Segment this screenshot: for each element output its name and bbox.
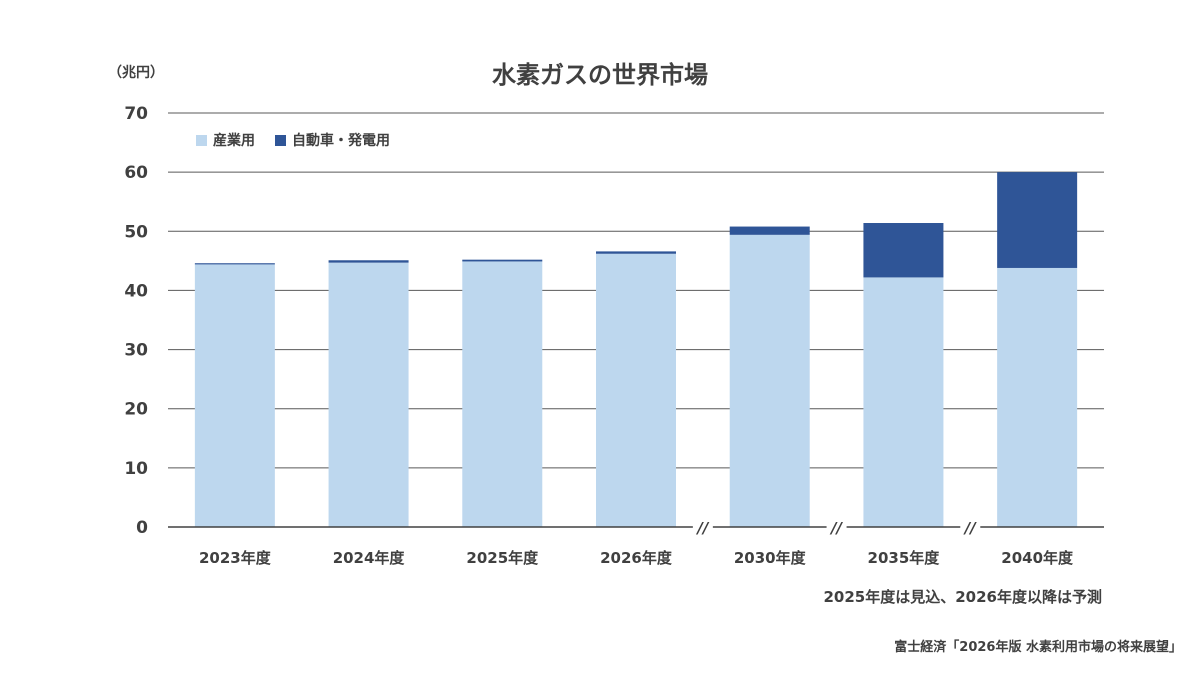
x-tick-label-5: 2035年度 (868, 549, 941, 567)
bar-industrial-4 (729, 234, 810, 527)
y-tick-label-0: 0 (136, 518, 148, 538)
legend-label-1: 自動車・発電用 (292, 132, 390, 149)
y-axis-unit: （兆円） (108, 65, 164, 81)
bar-auto-power-2 (462, 259, 543, 262)
y-tick-label-20: 20 (124, 400, 148, 420)
axis-break-gap-0 (692, 521, 713, 533)
bar-auto-power-5 (863, 223, 944, 278)
axis-break-gap-1 (826, 521, 847, 533)
bar-industrial-6 (997, 267, 1078, 527)
y-tick-label-50: 50 (124, 222, 148, 242)
x-tick-label-4: 2030年度 (734, 549, 807, 567)
bar-auto-power-1 (328, 260, 409, 263)
forecast-note: 2025年度は見込、2026年度以降は予測 (823, 588, 1103, 606)
axis-break-mark-0: // (695, 519, 709, 537)
axis-break-gap-2 (960, 521, 981, 533)
bar-industrial-3 (596, 253, 676, 527)
bar-auto-power-4 (729, 226, 810, 235)
legend-swatch-0 (196, 135, 207, 146)
x-tick-label-3: 2026年度 (600, 549, 673, 567)
axis-break-mark-2: // (963, 519, 977, 537)
bar-industrial-1 (328, 262, 409, 527)
x-tick-label-0: 2023年度 (199, 549, 272, 567)
bar-auto-power-3 (596, 251, 676, 254)
x-tick-label-2: 2025年度 (466, 549, 539, 567)
axis-break-mark-1: // (829, 519, 843, 537)
x-tick-label-6: 2040年度 (1001, 549, 1074, 567)
y-tick-label-30: 30 (124, 341, 148, 361)
bar-auto-power-6 (997, 172, 1078, 268)
bar-industrial-0 (194, 264, 275, 527)
bar-auto-power-0 (194, 263, 275, 265)
bar-industrial-5 (863, 277, 944, 527)
y-tick-label-60: 60 (124, 163, 148, 183)
y-tick-label-70: 70 (124, 104, 148, 124)
y-tick-label-10: 10 (124, 459, 148, 479)
chart-title: 水素ガスの世界市場 (492, 61, 708, 89)
legend-swatch-1 (275, 135, 286, 146)
legend-label-0: 産業用 (213, 132, 255, 149)
source-credit: 富士経済「2026年版 水素利用市場の将来展望」 (894, 640, 1182, 655)
x-tick-label-1: 2024年度 (333, 549, 406, 567)
y-tick-label-40: 40 (124, 281, 148, 301)
bar-industrial-2 (462, 261, 543, 527)
